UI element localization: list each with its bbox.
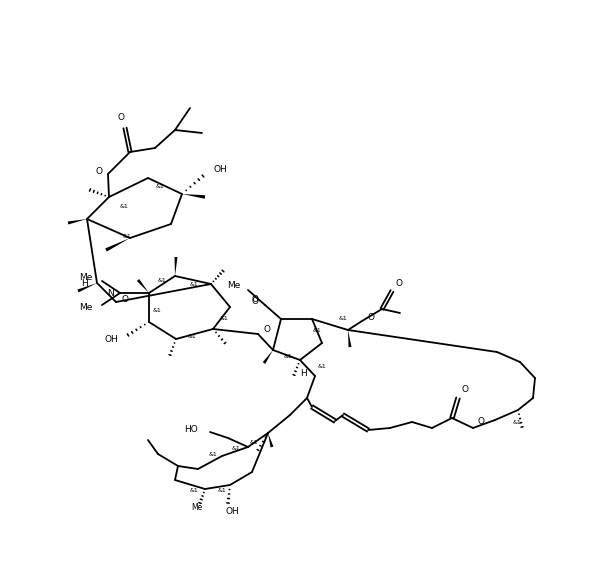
Text: &1: &1 bbox=[155, 184, 164, 190]
Text: O: O bbox=[477, 417, 484, 427]
Text: &1: &1 bbox=[190, 282, 199, 286]
Polygon shape bbox=[77, 283, 97, 292]
Text: H: H bbox=[300, 370, 307, 378]
Text: OH: OH bbox=[225, 506, 239, 516]
Text: H: H bbox=[81, 279, 88, 288]
Text: N: N bbox=[107, 289, 114, 297]
Text: O: O bbox=[251, 297, 258, 307]
Text: O: O bbox=[367, 313, 374, 321]
Text: &1: &1 bbox=[249, 441, 258, 445]
Text: O: O bbox=[462, 385, 469, 393]
Polygon shape bbox=[182, 194, 205, 198]
Polygon shape bbox=[175, 257, 178, 276]
Text: OH: OH bbox=[213, 165, 227, 175]
Text: &1: &1 bbox=[283, 353, 292, 359]
Text: Me: Me bbox=[80, 274, 93, 282]
Polygon shape bbox=[348, 330, 352, 347]
Text: O: O bbox=[117, 113, 124, 122]
Text: Me: Me bbox=[191, 503, 203, 513]
Text: &1: &1 bbox=[152, 307, 161, 313]
Polygon shape bbox=[268, 433, 273, 448]
Text: Me: Me bbox=[227, 282, 240, 290]
Polygon shape bbox=[137, 279, 149, 293]
Text: &1: &1 bbox=[313, 328, 321, 332]
Polygon shape bbox=[68, 219, 87, 225]
Text: O: O bbox=[263, 325, 270, 335]
Text: O: O bbox=[251, 296, 258, 304]
Text: Me: Me bbox=[80, 303, 93, 313]
Text: &1: &1 bbox=[190, 488, 199, 492]
Text: &1: &1 bbox=[231, 445, 240, 450]
Text: &1: &1 bbox=[120, 204, 129, 208]
Text: &1: &1 bbox=[512, 420, 521, 424]
Polygon shape bbox=[263, 350, 273, 364]
Text: &1: &1 bbox=[218, 488, 227, 492]
Polygon shape bbox=[105, 238, 130, 251]
Text: &1: &1 bbox=[318, 364, 327, 368]
Text: &1: &1 bbox=[123, 235, 132, 240]
Text: HO: HO bbox=[184, 425, 198, 435]
Text: &1: &1 bbox=[188, 335, 196, 339]
Text: &1: &1 bbox=[219, 315, 228, 321]
Text: O: O bbox=[122, 294, 129, 303]
Text: &1: &1 bbox=[209, 452, 218, 457]
Text: O: O bbox=[395, 279, 402, 288]
Text: &1: &1 bbox=[338, 317, 347, 321]
Text: OH: OH bbox=[104, 335, 118, 345]
Text: &1: &1 bbox=[158, 279, 166, 283]
Text: O: O bbox=[95, 168, 102, 176]
